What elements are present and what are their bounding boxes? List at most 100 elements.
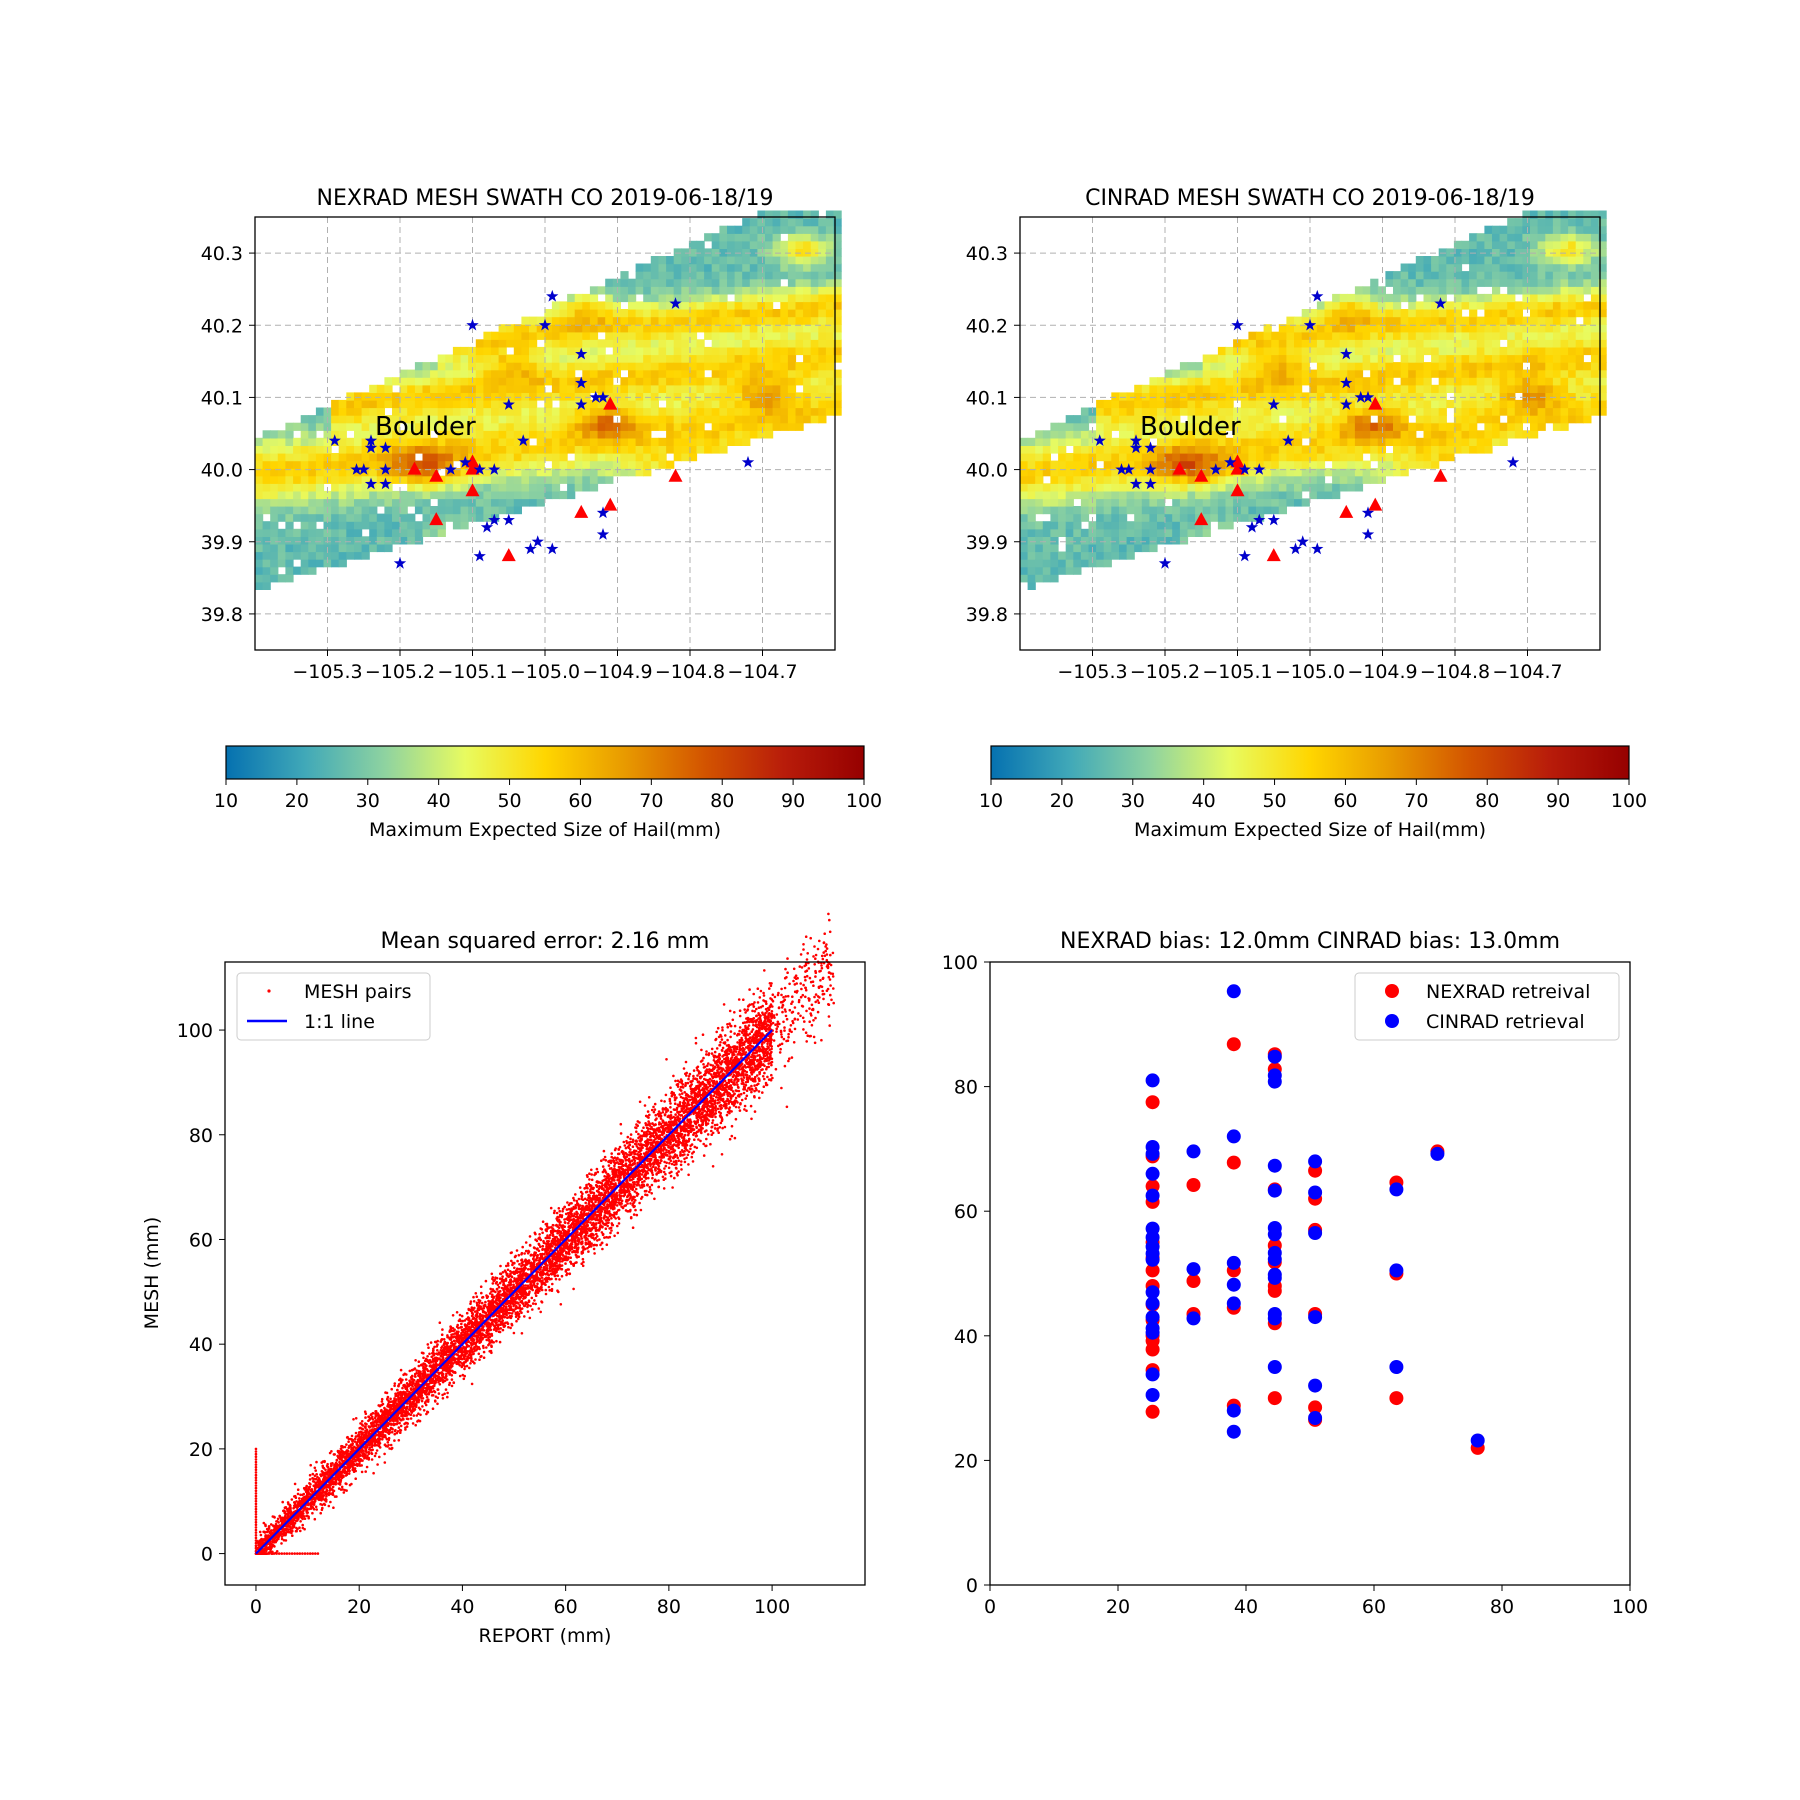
heatmap-cell bbox=[1530, 233, 1539, 242]
heatmap-cell bbox=[1294, 453, 1303, 462]
heatmap-cell bbox=[1187, 483, 1196, 492]
heatmap-cell bbox=[1271, 468, 1280, 477]
heatmap-cell bbox=[483, 513, 492, 522]
heatmap-cell bbox=[1370, 339, 1379, 348]
heatmap-cell bbox=[1309, 460, 1318, 469]
heatmap-cell bbox=[1195, 445, 1204, 454]
heatmap-cell bbox=[757, 293, 766, 303]
heatmap-cell bbox=[597, 407, 606, 416]
heatmap-cell bbox=[414, 506, 424, 515]
heatmap-cell bbox=[384, 460, 393, 469]
heatmap-cell bbox=[1332, 468, 1341, 477]
heatmap-cell bbox=[1453, 331, 1463, 340]
heatmap-cell bbox=[1362, 301, 1371, 310]
heatmap-cell bbox=[734, 369, 743, 378]
heatmap-cell bbox=[1217, 392, 1227, 401]
heatmap-cell bbox=[315, 483, 325, 492]
heatmap-cell bbox=[734, 225, 743, 234]
heatmap-cell bbox=[765, 422, 774, 431]
heatmap-cell bbox=[1560, 248, 1569, 257]
heatmap-cell bbox=[399, 521, 408, 530]
heatmap-cell bbox=[574, 324, 583, 333]
heatmap-cell bbox=[1507, 362, 1516, 371]
heatmap-cell bbox=[369, 498, 378, 507]
heatmap-cell bbox=[1263, 346, 1272, 356]
heatmap-cell bbox=[810, 354, 819, 363]
heatmap-cell bbox=[1545, 309, 1554, 318]
heatmap-cell bbox=[1202, 521, 1211, 530]
heatmap-cell bbox=[1301, 430, 1310, 439]
heatmap-cell bbox=[605, 437, 614, 446]
heatmap-cell bbox=[1484, 437, 1493, 446]
heatmap-cell bbox=[742, 399, 751, 409]
heatmap-cell bbox=[704, 346, 713, 356]
heatmap-cell bbox=[1172, 407, 1181, 416]
heatmap-cell bbox=[1096, 543, 1105, 553]
heatmap-cell bbox=[1065, 468, 1074, 477]
heatmap-cell bbox=[1164, 483, 1173, 492]
heatmap-cell bbox=[1301, 422, 1310, 431]
heatmap-cell bbox=[1271, 407, 1280, 416]
heatmap-cell bbox=[1507, 354, 1516, 363]
heatmap-cell bbox=[1210, 384, 1219, 393]
heatmap-cell bbox=[354, 513, 363, 522]
heatmap-cell bbox=[727, 354, 736, 363]
heatmap-cell bbox=[620, 362, 629, 371]
heatmap-cell bbox=[620, 399, 629, 409]
heatmap-cell bbox=[1149, 475, 1158, 484]
heatmap-cell bbox=[1438, 293, 1447, 303]
mesh-pair-point bbox=[657, 1179, 660, 1182]
heatmap-cell bbox=[262, 437, 271, 446]
heatmap-cell bbox=[529, 407, 538, 416]
heatmap-cell bbox=[727, 278, 736, 287]
heatmap-cell bbox=[1552, 309, 1562, 318]
heatmap-cell bbox=[1469, 369, 1478, 378]
heatmap-cell bbox=[1278, 399, 1287, 409]
heatmap-cell bbox=[300, 521, 309, 530]
heatmap-cell bbox=[589, 316, 599, 325]
heatmap-cell bbox=[1507, 399, 1516, 409]
report-star-marker bbox=[364, 441, 378, 454]
heatmap-cell bbox=[1027, 521, 1036, 530]
heatmap-cell bbox=[346, 392, 355, 401]
heatmap-cell bbox=[1324, 468, 1333, 477]
heatmap-cell bbox=[407, 528, 416, 537]
heatmap-cell bbox=[757, 218, 766, 227]
heatmap-cell bbox=[354, 543, 363, 553]
heatmap-cell bbox=[361, 392, 370, 401]
heatmap-cell bbox=[1484, 271, 1493, 280]
heatmap-cell bbox=[1590, 339, 1600, 348]
heatmap-cell bbox=[437, 354, 446, 363]
heatmap-cell bbox=[787, 271, 797, 280]
heatmap-cell bbox=[1172, 536, 1181, 545]
heatmap-cell bbox=[1286, 453, 1295, 462]
heatmap-cell bbox=[1400, 369, 1409, 378]
heatmap-cell bbox=[1393, 468, 1402, 477]
heatmap-cell bbox=[1202, 453, 1211, 462]
heatmap-cell bbox=[1217, 430, 1227, 439]
heatmap-cell bbox=[1157, 468, 1166, 477]
heatmap-cell bbox=[597, 369, 606, 378]
heatmap-cell bbox=[1332, 430, 1341, 439]
heatmap-cell bbox=[1271, 331, 1280, 340]
heatmap-cell bbox=[795, 331, 804, 340]
heatmap-cell bbox=[673, 369, 682, 378]
heatmap-cell bbox=[1202, 392, 1211, 401]
heatmap-cell bbox=[559, 475, 568, 484]
heatmap-cell bbox=[1172, 460, 1181, 469]
heatmap-cell bbox=[1393, 422, 1402, 431]
heatmap-cell bbox=[696, 415, 705, 424]
heatmap-cell bbox=[772, 225, 781, 234]
heatmap-cell bbox=[1111, 513, 1120, 522]
heatmap-cell bbox=[1446, 346, 1455, 356]
heatmap-cell bbox=[1499, 346, 1508, 356]
heatmap-cell bbox=[1316, 453, 1326, 462]
heatmap-cell bbox=[506, 490, 515, 500]
heatmap-cell bbox=[361, 536, 370, 545]
heatmap-cell bbox=[529, 445, 538, 454]
heatmap-cell bbox=[445, 460, 454, 469]
heatmap-cell bbox=[772, 392, 781, 401]
heatmap-cell bbox=[704, 415, 713, 424]
heatmap-cell bbox=[597, 453, 606, 462]
heatmap-cell bbox=[1202, 399, 1211, 409]
